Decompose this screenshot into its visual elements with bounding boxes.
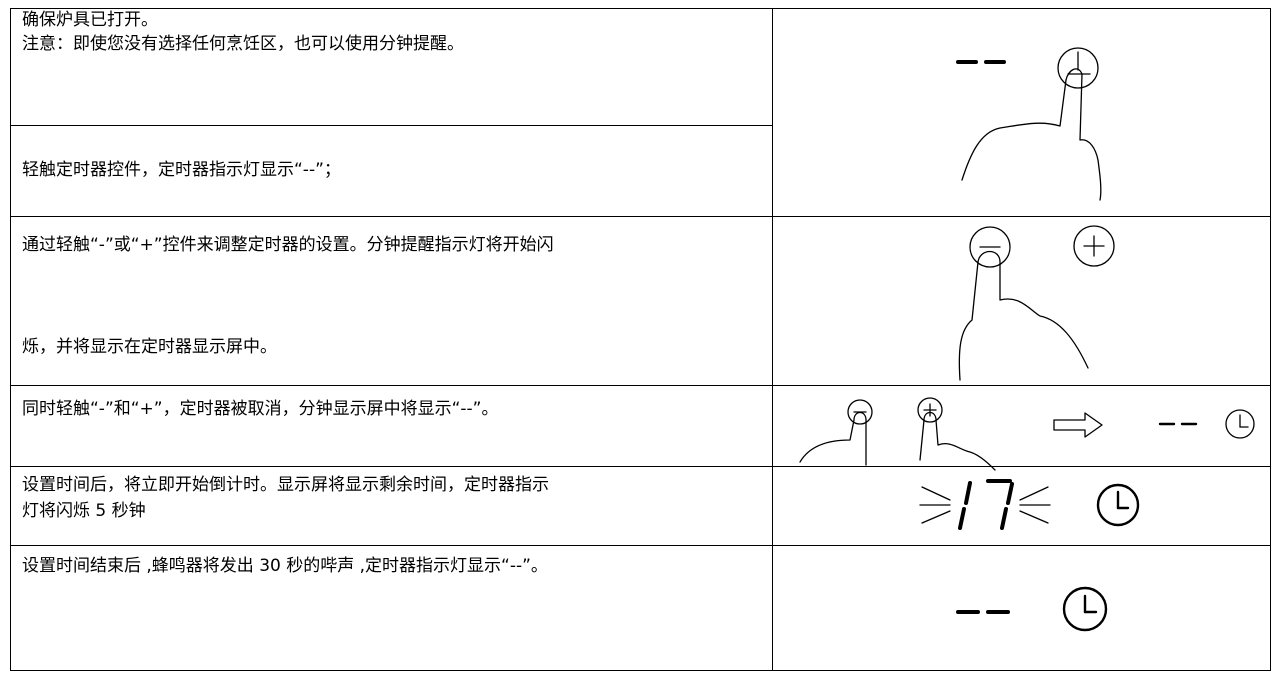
illustration-cancel-touch <box>799 397 1255 471</box>
instruction-text: 通过轻触“-”或“+”控件来调整定时器的设置。分钟提醒指示灯将开始闪 <box>22 235 554 255</box>
illustration-adjust-touch <box>958 225 1115 381</box>
instruction-text: 设置时间后，将立即开始倒计时。显示屏将显示剩余时间，定时器指示 <box>22 475 549 495</box>
illustration-countdown <box>919 479 1140 530</box>
instruction-text: 灯将闪烁 5 秒钟 <box>22 501 146 521</box>
table-cell <box>772 545 1271 671</box>
instruction-text: 烁，并将显示在定时器显示屏中。 <box>22 337 277 357</box>
instruction-text: 注意：即使您没有选择任何烹饪区，也可以使用分钟提醒。 <box>22 34 464 54</box>
instruction-text: 同时轻触“-”和“+”，定时器被取消，分钟显示屏中将显示“--”。 <box>22 399 499 419</box>
instruction-text: 设置时间结束后 ,蜂鸣器将发出 30 秒的哔声 ,定时器指示灯显示“--”。 <box>22 556 548 576</box>
instruction-text: 确保炉具已打开。 <box>22 10 158 30</box>
instruction-text: 轻触定时器控件，定时器指示灯显示“--”； <box>22 160 341 180</box>
illustration-timer-touch <box>956 47 1102 201</box>
illustration-timer-end <box>956 586 1108 632</box>
